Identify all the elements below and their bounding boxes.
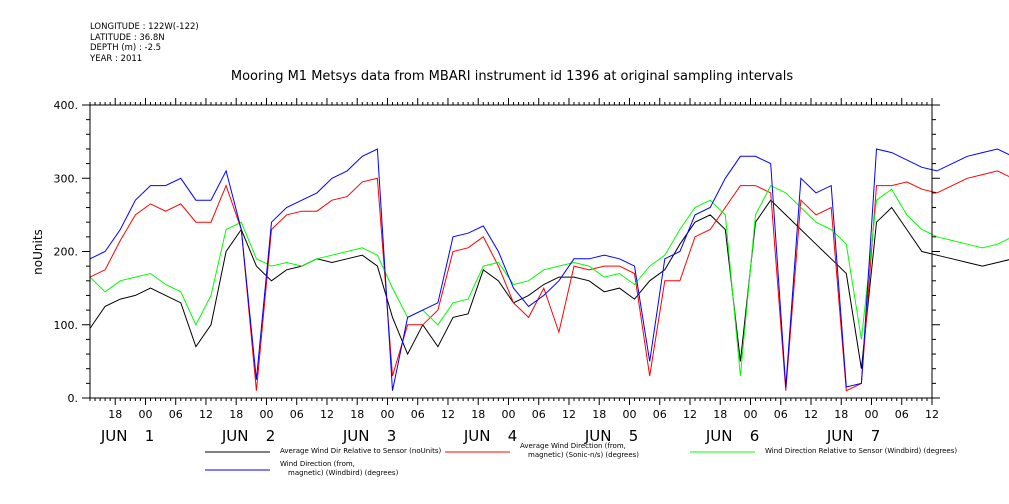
- x-day-label: 3: [387, 427, 397, 445]
- x-hour-label: 00: [622, 408, 636, 421]
- legend-label-2: Average Wind Direction (from,: [520, 442, 626, 450]
- depth-text: DEPTH (m) : -2.5: [90, 43, 162, 53]
- plot-frame: [89, 104, 933, 399]
- y-tick-label: 0.: [68, 392, 79, 405]
- x-hour-label: 18: [350, 408, 364, 421]
- x-hour-label: 18: [108, 408, 122, 421]
- x-hour-label: 12: [320, 408, 334, 421]
- series-line-4: [89, 148, 1009, 391]
- x-hour-label: 18: [713, 408, 727, 421]
- legend-label-1: Average Wind Dir Relative to Sensor (noU…: [280, 447, 441, 455]
- legend-label-3: Wind Direction Relative to Sensor (Windb…: [765, 447, 957, 455]
- x-day-label: 6: [750, 427, 760, 445]
- x-hour-label: 00: [864, 408, 878, 421]
- legend-label-2: magnetic) (Sonic-n/s) (degrees): [528, 451, 639, 459]
- x-hour-label: 00: [743, 408, 757, 421]
- x-hour-label: 06: [653, 408, 667, 421]
- x-day-label: 7: [871, 427, 881, 445]
- series-line-1: [89, 199, 1009, 369]
- x-day-label: 5: [629, 427, 639, 445]
- longitude-text: LONGITUDE : 122W(-122): [90, 22, 199, 32]
- axis-layer: 0.100.200.300.400.18 00 06 12 18 00 06 12 18 00 06…: [54, 98, 940, 445]
- x-hour-label: 00: [259, 408, 273, 421]
- x-hour-label: 12: [683, 408, 697, 421]
- x-month-label: JUN: [221, 427, 249, 445]
- legend: Average Wind Dir Relative to Sensor (noU…: [205, 442, 957, 477]
- x-day-label: 1: [145, 427, 155, 445]
- x-hour-label: 18: [229, 408, 243, 421]
- year-text: YEAR : 2011: [90, 53, 143, 64]
- x-hour-label: 00: [501, 408, 515, 421]
- series-line-2: [89, 170, 1009, 392]
- x-hour-label: 06: [411, 408, 425, 421]
- x-hour-label: 18: [471, 408, 485, 421]
- x-hour-label: 18: [592, 408, 606, 421]
- x-hour-label: 06: [169, 408, 183, 421]
- x-hour-label: 12: [804, 408, 818, 421]
- series-layer: [89, 148, 1009, 392]
- x-month-label: JUN: [342, 427, 370, 445]
- x-hour-label: 12: [199, 408, 213, 421]
- legend-label-4: magnetic) (Windbird) (degrees): [288, 469, 399, 477]
- x-month-label: JUN: [463, 427, 491, 445]
- latitude-text: LATITUDE : 36.8N: [90, 32, 165, 43]
- x-hour-label: 06: [290, 408, 304, 421]
- x-hour-label: 18: [834, 408, 848, 421]
- x-hour-label: 12: [562, 408, 576, 421]
- y-tick-label: 100.: [54, 319, 79, 332]
- x-hour-label: 12: [441, 408, 455, 421]
- y-tick-label: 400.: [54, 99, 79, 112]
- x-hour-label: 12: [925, 408, 939, 421]
- x-month-label: JUN: [826, 427, 854, 445]
- y-axis-label: noUnits: [31, 229, 45, 275]
- legend-label-4: Wind Direction (from,: [280, 460, 355, 468]
- y-tick-label: 300.: [54, 172, 79, 185]
- x-day-label: 4: [508, 427, 518, 445]
- x-hour-label: 06: [895, 408, 909, 421]
- x-month-label: JUN: [705, 427, 733, 445]
- series-line-3: [89, 184, 1009, 377]
- x-hour-label: 00: [138, 408, 152, 421]
- chart-title: Mooring M1 Metsys data from MBARI instru…: [231, 69, 793, 84]
- x-month-label: JUN: [100, 427, 128, 445]
- x-hour-label: 06: [774, 408, 788, 421]
- x-hour-label: 06: [532, 408, 546, 421]
- y-tick-label: 200.: [54, 246, 79, 259]
- x-month-label: JUN: [584, 427, 612, 445]
- x-day-label: 2: [266, 427, 276, 445]
- metadata-block: LONGITUDE : 122W(-122) LATITUDE : 36.8N …: [90, 22, 199, 64]
- x-hour-label: 00: [380, 408, 394, 421]
